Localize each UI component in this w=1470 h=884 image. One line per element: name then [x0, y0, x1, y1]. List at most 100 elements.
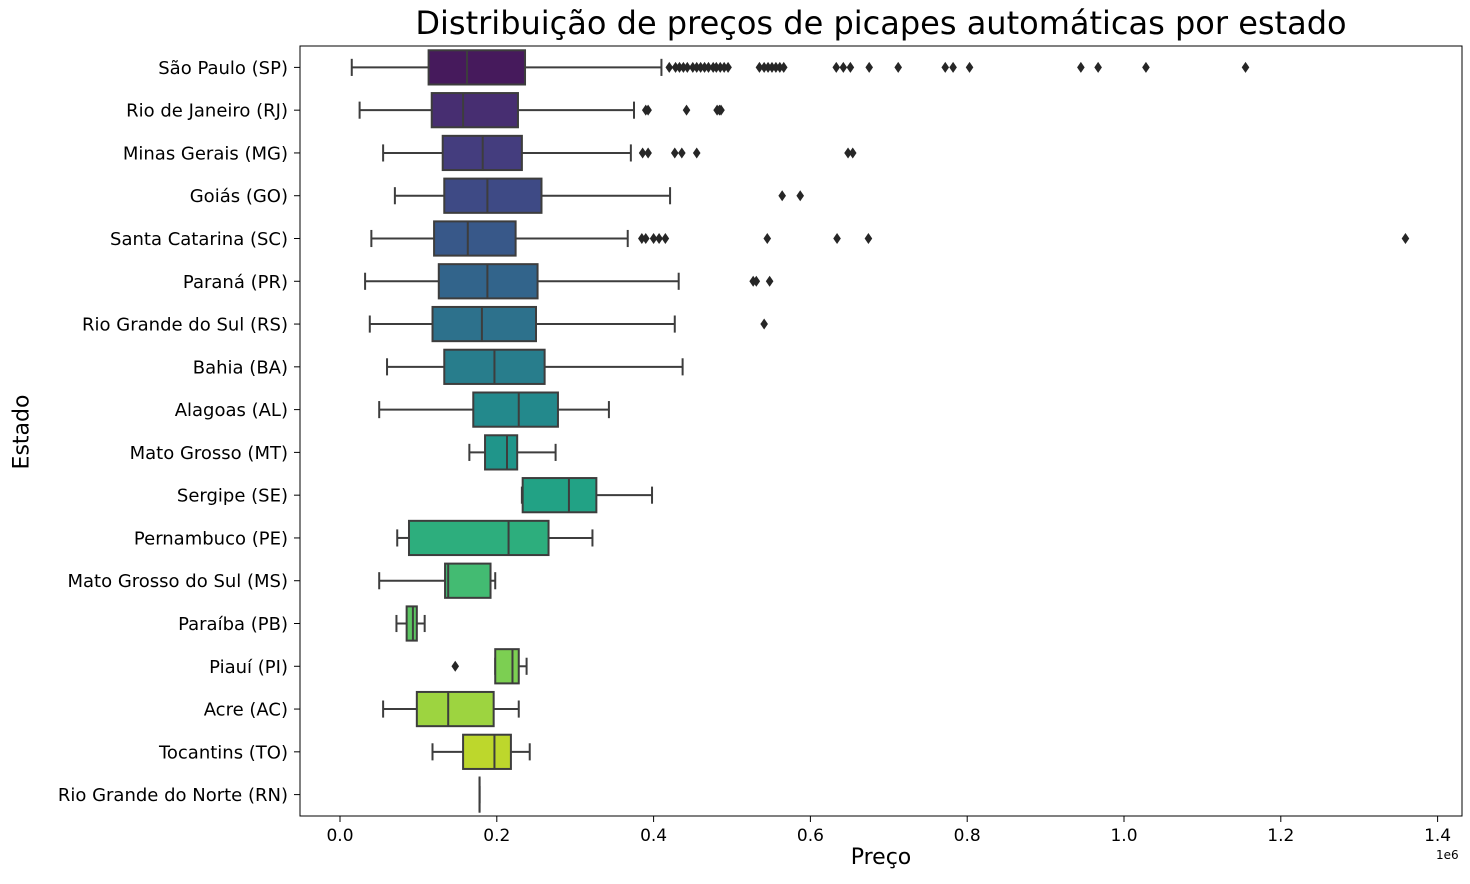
- box: [443, 177, 543, 214]
- outlier-point: [760, 318, 768, 330]
- y-tick-label: Mato Grosso (MT): [130, 443, 288, 464]
- outlier-point: [1401, 233, 1410, 244]
- outlier-point: [941, 61, 950, 73]
- outlier-point: [796, 190, 805, 202]
- box: [494, 648, 520, 685]
- outlier-point: [692, 147, 701, 159]
- chart-title: Distribuição de preços de picapes automá…: [415, 4, 1347, 42]
- outlier-point: [894, 61, 903, 73]
- outlier-point: [965, 61, 974, 73]
- outlier-point: [949, 61, 957, 73]
- outlier-point: [776, 61, 784, 73]
- box: [415, 690, 495, 728]
- outlier-point: [864, 233, 873, 244]
- box: [444, 562, 492, 599]
- outlier-point: [649, 233, 658, 244]
- outlier-point: [712, 61, 721, 73]
- y-tick-label: Rio de Janeiro (RJ): [126, 101, 288, 122]
- x-axis-offset-label: 1e6: [1436, 848, 1459, 862]
- outlier-point: [720, 61, 728, 73]
- x-tick-label: 0.8: [954, 826, 981, 846]
- y-tick-label: Tocantins (TO): [158, 742, 288, 763]
- outlier-point: [763, 233, 772, 244]
- outlier-point: [644, 104, 652, 116]
- plot-frame: [299, 45, 1463, 817]
- y-tick-label: Goiás (GO): [190, 186, 288, 207]
- outlier-point: [644, 147, 652, 159]
- outlier-point: [700, 61, 709, 73]
- outlier-point: [765, 275, 774, 287]
- outlier-point: [675, 61, 684, 73]
- outlier-point: [779, 61, 788, 73]
- x-axis-label: Preço: [850, 845, 912, 870]
- outlier-point: [638, 233, 646, 244]
- y-tick-label: Rio Grande do Sul (RS): [82, 315, 288, 336]
- outlier-point: [655, 233, 663, 244]
- outlier-point: [704, 61, 713, 73]
- y-tick-label: São Paulo (SP): [158, 58, 288, 79]
- box: [472, 391, 559, 428]
- outlier-point: [451, 660, 460, 672]
- outlier-point: [778, 190, 786, 202]
- y-tick-label: Piauí (PI): [209, 657, 288, 678]
- outlier-point: [638, 147, 647, 159]
- box: [431, 305, 537, 343]
- outlier-point: [764, 61, 772, 73]
- y-tick-label: Mato Grosso do Sul (MS): [67, 571, 288, 592]
- outlier-point: [682, 104, 691, 116]
- outlier-point: [661, 233, 670, 244]
- y-tick-label: Pernambuco (PE): [134, 528, 288, 549]
- outlier-point: [752, 275, 761, 287]
- box: [484, 434, 519, 471]
- y-tick-label: Minas Gerais (MG): [123, 143, 288, 164]
- y-tick-label: Paraíba (PB): [178, 614, 288, 635]
- y-tick-label: Sergipe (SE): [177, 486, 288, 507]
- outlier-point: [760, 61, 768, 73]
- outlier-point: [755, 61, 764, 73]
- outlier-point: [846, 61, 855, 73]
- outlier-point: [641, 233, 650, 244]
- x-tick-label: 1.0: [1110, 826, 1137, 846]
- y-tick-label: Alagoas (AL): [175, 400, 288, 421]
- box: [427, 49, 527, 86]
- outlier-point: [1241, 61, 1250, 73]
- y-tick-label: Rio Grande do Norte (RN): [58, 785, 288, 806]
- outlier-point: [865, 61, 873, 73]
- outlier-point: [671, 61, 680, 73]
- box: [433, 220, 517, 257]
- outlier-point: [678, 147, 686, 159]
- outlier-point: [844, 147, 852, 159]
- box: [430, 92, 519, 129]
- outlier-point: [696, 61, 705, 73]
- outlier-point: [832, 61, 841, 73]
- outlier-point: [1094, 61, 1102, 73]
- box: [407, 519, 550, 557]
- y-tick-label: Santa Catarina (SC): [110, 229, 288, 250]
- y-axis-label: Estado: [9, 394, 35, 470]
- box: [462, 733, 512, 770]
- box: [405, 605, 418, 642]
- outlier-point: [692, 61, 701, 73]
- outlier-point: [724, 61, 732, 73]
- outlier-point: [716, 61, 725, 73]
- outlier-point: [717, 104, 725, 116]
- box: [521, 477, 598, 514]
- x-tick-label: 1.2: [1267, 826, 1294, 846]
- y-tick-label: Acre (AC): [204, 700, 288, 721]
- x-tick-label: 0.0: [326, 826, 353, 846]
- outlier-point: [833, 233, 841, 244]
- outlier-point: [768, 61, 776, 73]
- outlier-point: [848, 147, 857, 159]
- outlier-point: [670, 147, 679, 159]
- x-tick-label: 1.4: [1424, 826, 1451, 846]
- x-tick-label: 0.6: [797, 826, 824, 846]
- outlier-point: [689, 61, 697, 73]
- outlier-point: [683, 61, 692, 73]
- outlier-point: [839, 61, 848, 73]
- outlier-point: [1142, 61, 1150, 73]
- outlier-point: [679, 61, 688, 73]
- x-tick-label: 0.2: [483, 826, 510, 846]
- y-tick-label: Paraná (PR): [183, 272, 288, 293]
- outlier-point: [772, 61, 780, 73]
